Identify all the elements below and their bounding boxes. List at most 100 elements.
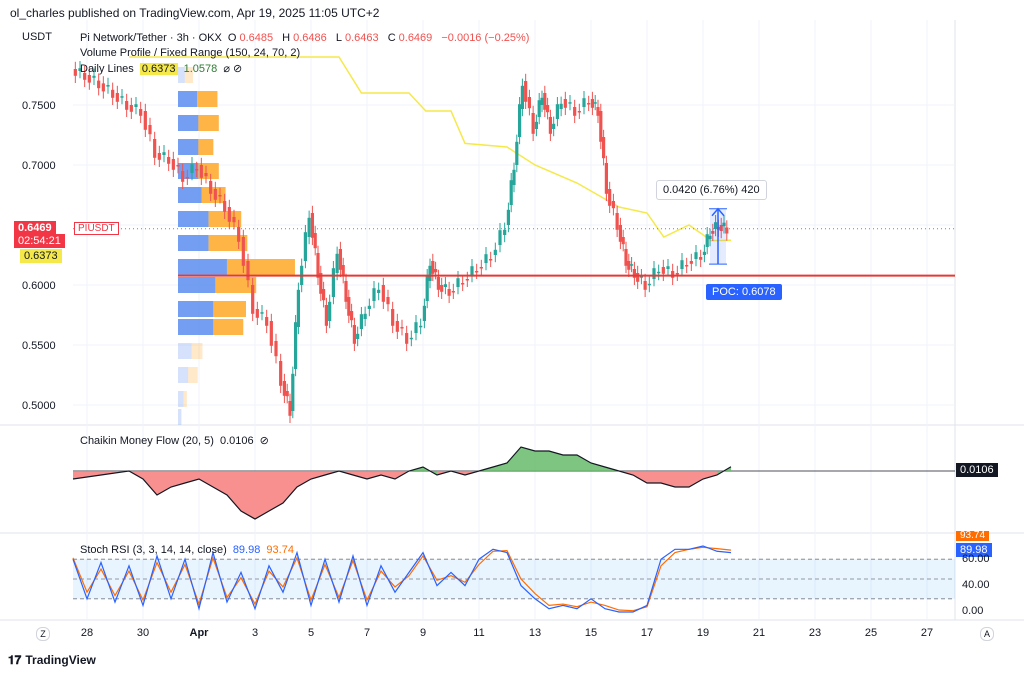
candle-body (73, 69, 77, 76)
candle-body (395, 321, 399, 332)
candle-body (708, 235, 712, 239)
cmf-area-segment (241, 471, 255, 519)
cmf-area-segment (591, 463, 605, 471)
candle-body (512, 169, 516, 185)
candle-body (582, 98, 586, 107)
candle-body (139, 109, 143, 116)
time-tick-label: 30 (137, 627, 149, 639)
candle-body (434, 269, 438, 273)
time-tick-label: 19 (697, 627, 709, 639)
candle-body (596, 107, 600, 116)
cmf-area-segment (675, 471, 689, 487)
volume-profile-up-bar (178, 187, 202, 203)
zoom-icon[interactable]: Z (36, 627, 50, 641)
volume-profile-legend[interactable]: Volume Profile / Fixed Range (150, 24, 7… (80, 47, 301, 59)
candle-body (675, 273, 679, 275)
candle-body (493, 249, 497, 255)
candle-body (543, 93, 547, 110)
cmf-settings-icon[interactable]: ⊘ (259, 435, 269, 447)
candle-body (573, 107, 577, 116)
candle-body (213, 189, 217, 200)
candle-body (465, 279, 469, 281)
candle-body (436, 277, 440, 290)
symbol-title[interactable]: Pi Network/Tether · 3h · OKX (80, 32, 222, 44)
candle-body (352, 325, 356, 344)
candle-body (134, 104, 138, 107)
candle-body (671, 271, 675, 278)
candle-body (347, 297, 351, 316)
candle-body (269, 321, 273, 346)
stoch-legend[interactable]: Stoch RSI (3, 3, 14, 14, close) 89.98 93… (80, 544, 297, 556)
candle-body (461, 283, 465, 285)
cmf-area-segment (143, 471, 157, 495)
candle-body (157, 153, 161, 160)
candle-body (115, 93, 119, 102)
candle-body (176, 165, 180, 167)
candle-body (241, 237, 245, 266)
cmf-area-segment (535, 451, 549, 471)
candle-body (303, 232, 307, 261)
auto-scale-icon[interactable]: A (980, 627, 994, 641)
candle-body (447, 289, 451, 296)
candle-body (167, 157, 171, 164)
candle-body (322, 289, 326, 301)
candle-body (577, 111, 581, 113)
candle-body (422, 305, 426, 321)
poc-label[interactable]: POC: 0.6078 (706, 284, 782, 300)
daily-lines-value-1: 0.6373 (139, 63, 178, 75)
candle-body (143, 111, 147, 130)
candle-body (719, 225, 723, 232)
volume-profile-down-bar (198, 115, 219, 131)
candle-body (568, 102, 572, 104)
cmf-legend[interactable]: Chaikin Money Flow (20, 5) 0.0106 ⊘ (80, 434, 272, 447)
candle-body (484, 254, 488, 263)
candle-body (587, 103, 591, 105)
stoch-d-axis-tag: 93.74 (956, 531, 990, 541)
time-tick-label: 21 (753, 627, 765, 639)
time-tick-label: 7 (364, 627, 370, 639)
measure-label[interactable]: 0.0420 (6.76%) 420 (656, 180, 767, 200)
candle-body (725, 227, 729, 234)
cmf-area-segment (493, 463, 507, 471)
candle-body (83, 73, 87, 80)
candle-body (537, 100, 541, 117)
volume-profile-down-bar (188, 367, 198, 383)
candle-body (604, 163, 608, 194)
stoch-tick-0: 0.00 (962, 605, 984, 617)
legend-settings-icons[interactable]: ⌀ ⊘ (223, 63, 243, 75)
price-tick-label: 0.5000 (22, 400, 56, 412)
candle-body (479, 267, 483, 269)
candle-body (636, 273, 640, 282)
time-tick-label: 11 (473, 627, 484, 639)
volume-profile-down-bar (184, 67, 193, 83)
candle-body (624, 249, 628, 266)
candle-body (639, 276, 643, 278)
candle-body (506, 209, 510, 225)
volume-profile-up-bar (178, 343, 192, 359)
candle-body (632, 269, 636, 278)
candle-body (689, 261, 693, 264)
cmf-area-segment (199, 471, 213, 487)
candle-body (599, 111, 603, 142)
stoch-k-line (72, 545, 732, 613)
candle-body (101, 83, 105, 92)
daily-lines-legend[interactable]: Daily Lines 0.6373 1.0578 ⌀ ⊘ (80, 62, 245, 75)
cmf-area-segment (353, 471, 367, 479)
cmf-line (72, 446, 732, 520)
candle-body (209, 181, 213, 194)
cmf-area-segment (227, 471, 241, 511)
cmf-area-segment (703, 471, 717, 479)
candle-body (443, 284, 447, 287)
volume-profile-down-bar (198, 139, 214, 155)
candle-body (218, 195, 222, 197)
candle-body (129, 105, 133, 112)
candle-body (559, 103, 563, 109)
currency-label: USDT (22, 31, 52, 43)
candle-body (285, 391, 289, 397)
ohlc-h-val: 0.6486 (293, 32, 327, 44)
volume-profile-down-bar (201, 187, 226, 203)
candle-body (425, 276, 429, 301)
time-tick-label: 5 (308, 627, 314, 639)
candle-body (593, 102, 597, 104)
